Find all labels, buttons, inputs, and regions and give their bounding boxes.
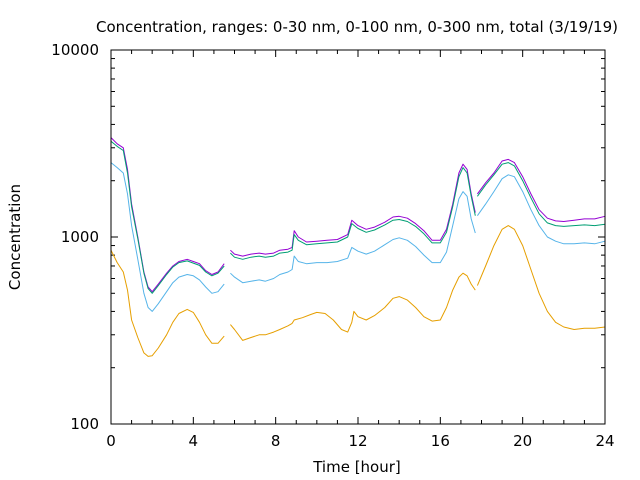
series-0-line-segment-2 <box>476 158 606 222</box>
x-tick-label: 24 <box>595 432 614 450</box>
series-3-line-segment-0 <box>110 249 225 357</box>
plot-frame <box>110 49 606 425</box>
x-tick-label: 20 <box>513 432 532 450</box>
series-2-line-segment-0 <box>110 162 225 312</box>
y-tick-label: 1000 <box>61 228 99 246</box>
series-1-line-segment-1 <box>230 167 476 260</box>
y-axis-label: Concentration <box>6 184 24 290</box>
series-3-line-segment-2 <box>476 225 606 330</box>
x-tick-label: 8 <box>271 432 281 450</box>
series-0-line-segment-0 <box>110 137 225 293</box>
y-tick-label: 100 <box>70 415 99 433</box>
x-axis-label: Time [hour] <box>312 458 401 476</box>
series-layer <box>110 137 606 357</box>
series-3-line-segment-1 <box>230 272 476 341</box>
series-1-line-segment-2 <box>476 162 606 227</box>
series-1-line-segment-0 <box>110 140 225 294</box>
y-tick-label: 10000 <box>51 41 99 59</box>
x-tick-label: 4 <box>189 432 199 450</box>
x-tick-label: 16 <box>431 432 450 450</box>
series-0-line-segment-1 <box>230 163 476 257</box>
x-tick-label: 12 <box>348 432 367 450</box>
x-tick-label: 0 <box>106 432 116 450</box>
tick-layer: 0 4 8 12 16 20 24 100 1000 10000 <box>51 41 614 450</box>
chart-title: Concentration, ranges: 0-30 nm, 0-100 nm… <box>96 18 618 36</box>
series-2-line-segment-2 <box>476 174 606 245</box>
series-2-line-segment-1 <box>230 191 476 284</box>
